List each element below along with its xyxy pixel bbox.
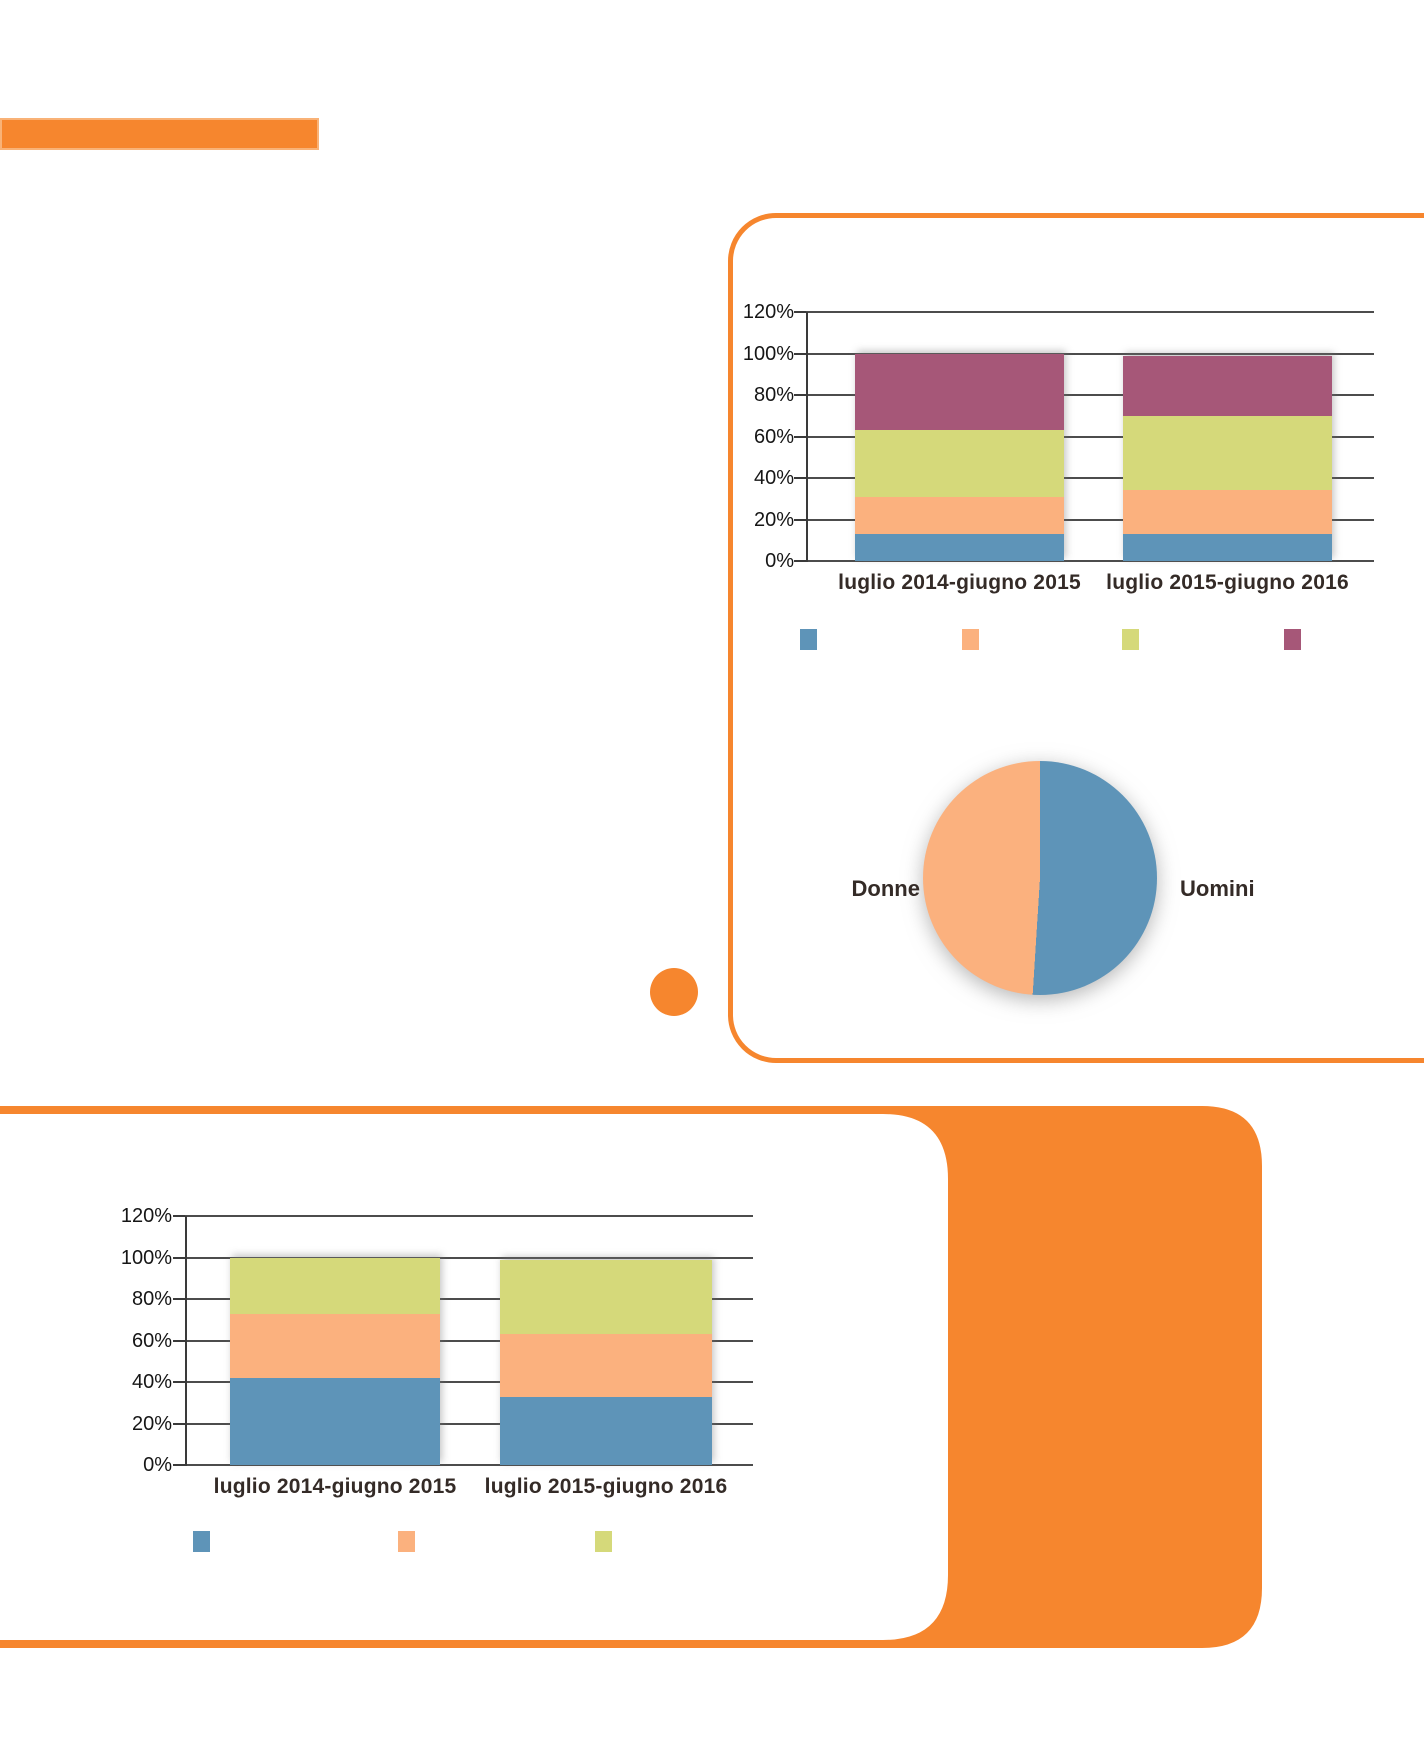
chart-bottom-segment <box>230 1257 440 1314</box>
chart-top-gridline <box>806 518 1374 521</box>
chart-bottom-segment <box>230 1313 440 1378</box>
chart-bottom-gridline <box>185 1381 753 1383</box>
chart-bottom-category-label: luglio 2014-giugno 2015 <box>213 1475 457 1498</box>
pie-label-uomini: Uomini <box>1180 876 1255 901</box>
chart-bottom-tick-label: 80% <box>131 1288 172 1310</box>
chart-bottom-gridline <box>185 1298 753 1300</box>
chart-top-category-label: luglio 2015-giugno 2016 <box>1106 571 1349 594</box>
chart-bottom-gridline <box>185 1215 753 1217</box>
chart-bottom-tick-label: 100% <box>120 1246 172 1269</box>
chart-bottom-bar <box>230 1257 440 1465</box>
pie-label-donne: Donne <box>851 876 920 901</box>
chart-bottom-y-axis <box>185 1216 187 1466</box>
chart-top-tick-label: 20% <box>753 508 794 531</box>
chart-top-legend-swatch <box>800 629 817 650</box>
chart-top-gridline <box>806 311 1374 313</box>
chart-top-tick <box>794 394 806 396</box>
chart-top-segment <box>1123 415 1332 491</box>
chart-top-tick-label: 80% <box>753 384 794 406</box>
chart-top-tick <box>794 477 806 479</box>
chart-bottom-category-label: luglio 2015-giugno 2016 <box>484 1475 728 1498</box>
chart-top-segment <box>855 534 1064 561</box>
chart-bottom-legend-swatch <box>193 1531 210 1552</box>
chart-top-gridline <box>806 477 1374 479</box>
chart-bottom-segment <box>230 1377 440 1465</box>
chart-top-tick <box>794 352 806 355</box>
chart-bottom-tick-label: 60% <box>131 1329 172 1352</box>
chart-top-segment <box>855 353 1064 431</box>
chart-bottom-tick-label: 40% <box>131 1371 172 1393</box>
chart-bottom-gridline <box>185 1464 753 1466</box>
chart-bottom-legend-swatch <box>398 1531 415 1552</box>
chart-bottom-segment <box>500 1334 712 1397</box>
chart-top-gridline <box>806 560 1374 562</box>
chart-top-tick <box>794 435 806 438</box>
chart-bottom-gridline <box>185 1339 753 1342</box>
chart-bottom-segment <box>500 1259 712 1335</box>
chart-bottom-tick <box>173 1339 185 1342</box>
chart-top-bar <box>1123 355 1332 561</box>
chart-top-gridline <box>806 435 1374 438</box>
chart-bottom-tick <box>173 1298 185 1300</box>
chart-top-gridline <box>806 352 1374 355</box>
chart-bottom-tick <box>173 1215 185 1217</box>
chart-top-tick <box>794 311 806 313</box>
chart-top-tick-label: 100% <box>742 342 794 365</box>
chart-top-tick <box>794 518 806 521</box>
chart-top-tick-label: 0% <box>765 550 794 572</box>
chart-top-legend-swatch <box>1122 629 1139 650</box>
chart-top-legend-swatch <box>1284 629 1301 650</box>
chart-bottom-tick-label: 120% <box>120 1205 172 1227</box>
chart-bottom-tick <box>173 1381 185 1383</box>
chart-bottom-tick <box>173 1422 185 1425</box>
accent-dot <box>650 968 698 1016</box>
chart-top-gridline <box>806 394 1374 396</box>
chart-bottom-segment <box>500 1396 712 1465</box>
chart-top-segment <box>855 430 1064 497</box>
chart-top-category-label: luglio 2014-giugno 2015 <box>838 571 1081 594</box>
chart-top-segment <box>855 496 1064 535</box>
chart-top-segment <box>1123 534 1332 561</box>
chart-top-segment <box>1123 490 1332 535</box>
chart-bottom-tick <box>173 1464 185 1466</box>
gender-pie-chart <box>923 761 1157 995</box>
chart-bottom-tick-label: 0% <box>143 1454 172 1476</box>
chart-bottom-bar <box>500 1259 712 1465</box>
chart-top-tick-label: 40% <box>753 467 794 489</box>
chart-top-y-axis <box>806 312 808 562</box>
chart-top-bar <box>855 353 1064 561</box>
chart-bottom-gridline <box>185 1256 753 1259</box>
chart-top-legend-swatch <box>962 629 979 650</box>
chart-bottom-tick <box>173 1256 185 1259</box>
chart-top-segment <box>1123 355 1332 416</box>
chart-bottom-gridline <box>185 1422 753 1425</box>
chart-top-tick-label: 60% <box>753 425 794 448</box>
chart-bottom-legend-swatch <box>595 1531 612 1552</box>
header-accent-bar <box>0 118 319 150</box>
chart-bottom-tick-label: 20% <box>131 1412 172 1435</box>
chart-top-tick-label: 120% <box>742 301 794 323</box>
chart-top-tick <box>794 560 806 562</box>
